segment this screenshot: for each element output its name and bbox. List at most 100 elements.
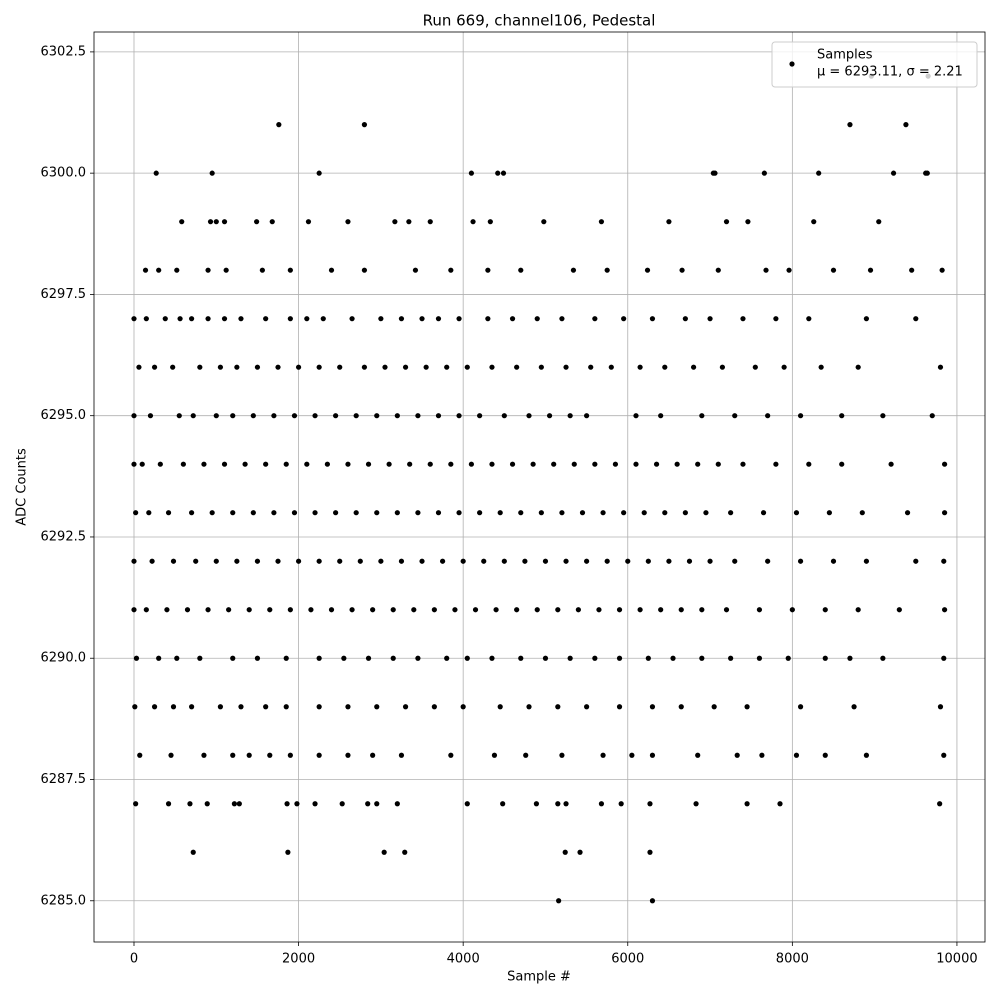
data-point (394, 413, 400, 419)
data-point (283, 461, 289, 467)
data-point (526, 704, 532, 710)
data-point (312, 510, 318, 516)
data-point (500, 170, 507, 176)
data-point (728, 510, 734, 516)
data-point (571, 461, 577, 467)
data-point (189, 316, 195, 322)
data-point (633, 461, 639, 467)
data-point (259, 267, 265, 273)
data-point (263, 461, 269, 467)
data-point (324, 461, 330, 467)
data-point (267, 607, 273, 613)
data-point (633, 413, 639, 419)
data-point (514, 607, 520, 613)
data-point (556, 898, 562, 904)
data-point (345, 461, 351, 467)
data-point (759, 752, 765, 758)
data-point (534, 316, 540, 322)
data-point (806, 461, 812, 467)
data-point (174, 267, 180, 273)
data-point (230, 413, 236, 419)
data-point (501, 558, 507, 564)
data-point (452, 607, 458, 613)
data-point (283, 704, 289, 710)
data-point (197, 364, 203, 370)
data-point (238, 316, 244, 322)
data-point (374, 413, 380, 419)
data-point (518, 510, 524, 516)
data-point (941, 461, 948, 467)
data-point (509, 461, 516, 467)
data-point (904, 510, 911, 516)
data-point (353, 510, 359, 516)
data-point (295, 364, 302, 370)
data-point (263, 316, 269, 322)
data-point (456, 316, 462, 322)
legend-label: Samples (817, 48, 873, 63)
data-point (666, 558, 672, 564)
data-point (740, 316, 746, 322)
data-point (312, 801, 318, 807)
x-tick-label: 10000 (936, 952, 977, 967)
data-point (493, 607, 499, 613)
data-point (477, 413, 483, 419)
data-point (641, 510, 647, 516)
data-point (621, 316, 627, 322)
data-point (584, 704, 590, 710)
data-point (678, 607, 684, 613)
legend-marker (789, 61, 795, 67)
data-point (177, 316, 183, 322)
data-point (146, 510, 152, 516)
data-point (179, 219, 185, 225)
data-point (781, 364, 787, 370)
data-point (390, 607, 396, 613)
x-tick-label: 2000 (282, 952, 315, 967)
data-point (495, 170, 501, 176)
data-point (699, 413, 705, 419)
plot-frame (93, 31, 986, 943)
data-point (744, 704, 750, 710)
data-point (551, 461, 557, 467)
data-point (415, 655, 421, 661)
data-point (136, 364, 142, 370)
data-point (223, 267, 229, 273)
data-point (563, 364, 569, 370)
data-point (600, 510, 606, 516)
data-point (448, 461, 454, 467)
data-point (707, 316, 713, 322)
data-point (797, 704, 804, 710)
data-point (679, 267, 685, 273)
data-point (365, 801, 371, 807)
data-point (328, 607, 335, 613)
data-point (662, 364, 668, 370)
data-point (596, 607, 602, 613)
y-tick-label: 6302.5 (41, 44, 87, 59)
data-point (637, 364, 643, 370)
data-point (711, 704, 717, 710)
data-point (337, 558, 343, 564)
data-point (678, 704, 684, 710)
data-point (509, 316, 516, 322)
data-point (133, 655, 140, 661)
y-tick-label: 6290.0 (41, 651, 87, 666)
data-point (763, 267, 769, 273)
data-point (752, 364, 758, 370)
data-point (765, 413, 771, 419)
legend: Samples μ = 6293.11, σ = 2.21 (771, 41, 978, 88)
data-point (153, 170, 159, 176)
data-point (826, 510, 832, 516)
data-point (201, 752, 207, 758)
data-point (745, 219, 751, 225)
data-point (234, 364, 240, 370)
data-point (489, 655, 495, 661)
data-point (890, 170, 897, 176)
data-point (341, 655, 347, 661)
data-point (939, 267, 945, 273)
data-point (209, 170, 215, 176)
data-point (353, 413, 359, 419)
data-point (308, 607, 314, 613)
data-point (489, 364, 495, 370)
data-point (592, 655, 598, 661)
data-point (456, 413, 462, 419)
data-point (723, 219, 730, 225)
